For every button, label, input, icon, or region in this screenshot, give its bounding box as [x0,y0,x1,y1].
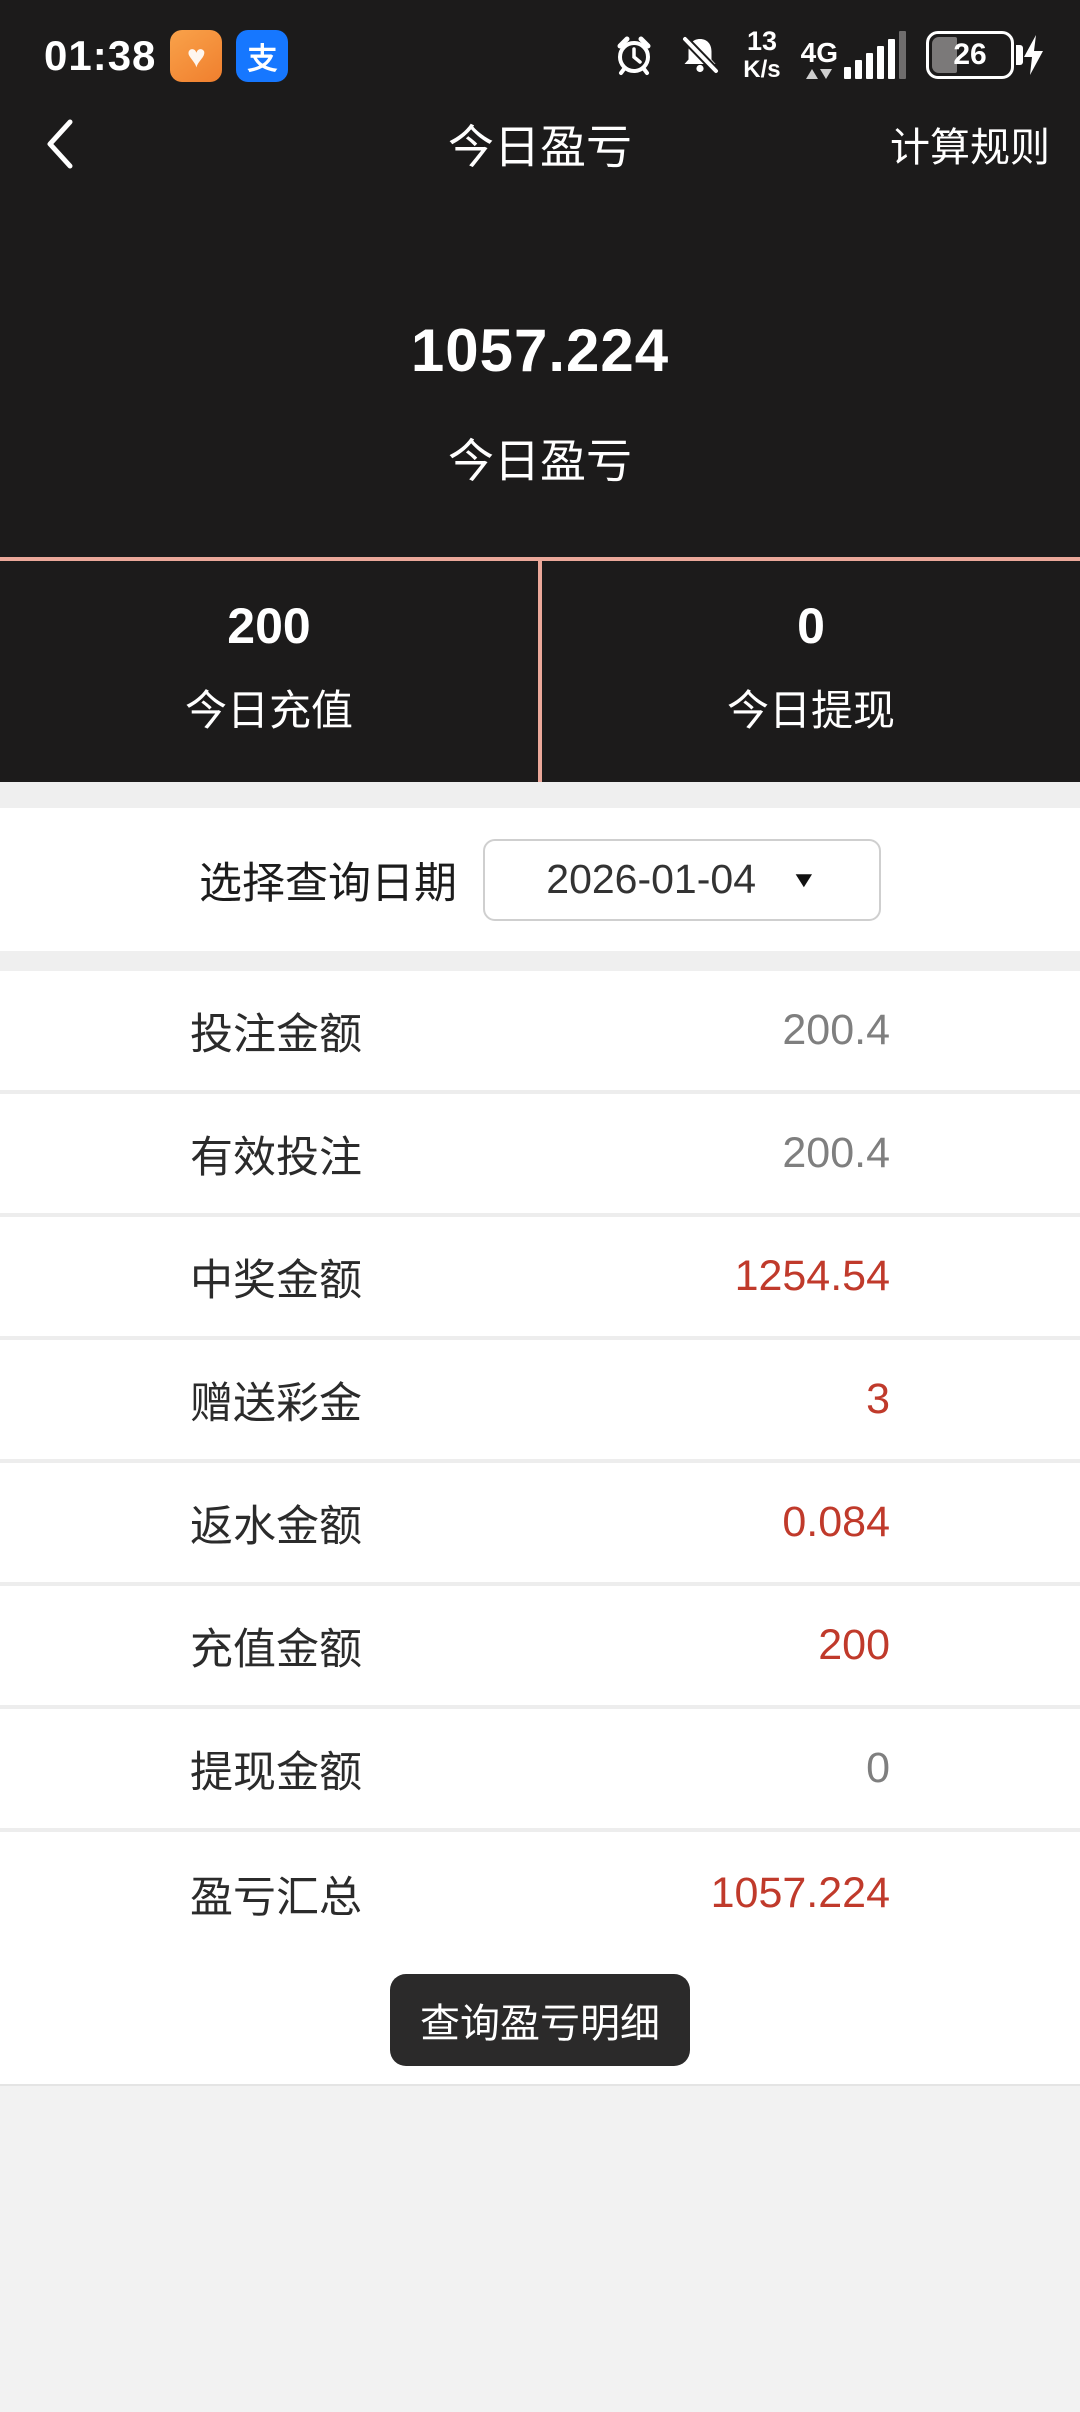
page-title: 今日盈亏 [448,121,632,173]
row-value: 200.4 [782,1006,890,1054]
battery-charging-icon: 26 [926,31,1046,79]
date-picker-row: 选择查询日期 2026-01-04 ▼ [0,808,1080,951]
status-bar: 01:38 ♥ 支 [0,0,1080,90]
table-row-profit-total: 盈亏汇总 1057.224 [0,1832,1080,1955]
row-value: 0.084 [782,1498,890,1546]
table-row-valid-bet: 有效投注 200.4 [0,1094,1080,1217]
row-value: 200.4 [782,1129,890,1177]
date-select-value: 2026-01-04 [546,856,756,902]
alipay-notification-icon: 支 [236,30,289,82]
query-profit-detail-button[interactable]: 查询盈亏明细 [390,1973,690,2066]
today-deposit-value: 200 [227,598,311,654]
network-speed-indicator: 13 K/s [743,26,781,83]
section-gap [0,951,1080,971]
row-label: 投注金额 [190,1010,362,1059]
table-row-bet-amount: 投注金额 200.4 [0,971,1080,1094]
button-section: 查询盈亏明细 [0,1955,1080,2084]
today-profit-label: 今日盈亏 [448,435,632,487]
today-deposit-label: 今日充值 [184,687,353,734]
signal-bars-icon: 4G [801,31,906,79]
summary-table: 投注金额 200.4 有效投注 200.4 中奖金额 1254.54 赠送彩金 … [0,971,1080,1955]
today-withdraw-stat: 0 今日提现 [542,561,1080,782]
chevron-left-icon [47,119,73,169]
health-heart-notification-icon: ♥ [170,30,223,82]
table-row-winning-amount: 中奖金额 1254.54 [0,1217,1080,1340]
row-label: 返水金额 [190,1502,362,1551]
today-deposit-stat: 200 今日充值 [0,561,542,782]
date-picker-label: 选择查询日期 [199,859,457,908]
section-gap [0,782,1080,808]
table-row-bonus: 赠送彩金 3 [0,1340,1080,1463]
row-value: 200 [818,1621,890,1669]
row-label: 充值金额 [190,1625,362,1674]
row-value: 1254.54 [734,1252,890,1300]
row-label: 中奖金额 [190,1256,362,1305]
row-label: 提现金额 [190,1748,362,1797]
notifications-off-icon [677,32,723,78]
table-row-withdraw-amount: 提现金额 0 [0,1709,1080,1832]
calculation-rules-link[interactable]: 计算规则 [890,126,1050,170]
row-label: 盈亏汇总 [190,1873,362,1922]
row-value: 3 [866,1375,890,1423]
table-row-deposit-amount: 充值金额 200 [0,1586,1080,1709]
today-profit-amount: 1057.224 [410,317,670,384]
row-label: 赠送彩金 [190,1379,362,1428]
row-value: 1057.224 [710,1869,890,1917]
today-withdraw-value: 0 [797,598,825,654]
stats-row: 200 今日充值 0 今日提现 [0,557,1080,782]
charging-bolt-icon [1024,35,1043,75]
back-button[interactable] [38,114,90,174]
chevron-down-icon: ▼ [790,866,818,892]
nav-bar: 今日盈亏 计算规则 [0,90,1080,198]
alarm-icon [611,32,657,78]
row-value: 0 [866,1744,890,1792]
row-label: 有效投注 [190,1133,362,1182]
table-row-rebate: 返水金额 0.084 [0,1463,1080,1586]
clock-time: 01:38 [44,32,157,79]
hero-summary: 1057.224 今日盈亏 [0,198,1080,557]
footer-space [0,2084,1080,2412]
date-select[interactable]: 2026-01-04 ▼ [483,838,881,921]
today-withdraw-label: 今日提现 [726,687,895,734]
